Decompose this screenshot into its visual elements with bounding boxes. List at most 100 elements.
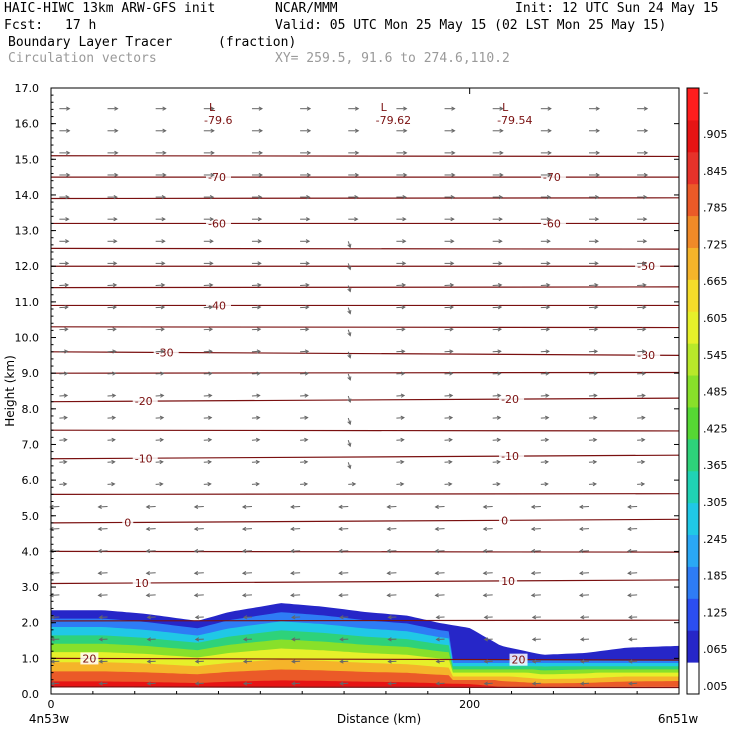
vector-head	[544, 415, 550, 420]
vector-head	[159, 393, 165, 398]
vector-shaft	[579, 528, 590, 530]
vector-head	[241, 593, 247, 598]
colorbar-swatch	[687, 438, 699, 472]
vector-head	[595, 194, 600, 200]
colorbar-swatch	[687, 88, 699, 121]
colorbar-swatch	[687, 662, 699, 695]
vector-head	[193, 571, 199, 576]
vector-head	[64, 283, 70, 288]
vector-shaft	[444, 461, 452, 463]
vector-head	[338, 504, 343, 509]
vector-head	[594, 217, 600, 222]
vector-head	[578, 526, 584, 532]
colorbar-label: .425	[703, 422, 728, 435]
colorbar-label: .845	[703, 165, 728, 178]
vector-head	[114, 150, 119, 155]
vector-shaft	[531, 572, 541, 574]
vector-head	[347, 287, 352, 293]
vector-head	[434, 548, 439, 554]
vector-shaft	[637, 372, 646, 375]
vector-head	[496, 459, 501, 465]
vector-shaft	[396, 350, 405, 353]
vector-shaft	[155, 439, 164, 441]
vector-head	[306, 106, 312, 111]
vector-shaft	[98, 550, 108, 552]
vector-shaft	[107, 306, 117, 309]
vector-head	[386, 504, 391, 509]
vector-shaft	[637, 417, 645, 419]
vector-shaft	[155, 483, 163, 485]
vector-shaft	[588, 372, 597, 375]
vector-head	[63, 459, 68, 465]
vector-shaft	[540, 417, 549, 419]
vector-shaft	[531, 528, 541, 530]
vector-head	[448, 415, 454, 420]
vector-head	[63, 371, 69, 376]
vector-shaft	[637, 483, 645, 485]
vector-head	[338, 526, 343, 532]
vector-shaft	[588, 461, 597, 463]
vector-shaft	[347, 417, 351, 425]
colorbar-swatch	[687, 502, 699, 536]
colorbar-label: .545	[703, 349, 728, 362]
vector-shaft	[155, 350, 164, 353]
vector-shaft	[435, 572, 445, 574]
vector-head	[159, 459, 164, 465]
vector-head	[63, 437, 68, 442]
vector-head	[98, 615, 103, 620]
vector-head	[400, 415, 405, 420]
vector-head	[258, 150, 264, 155]
vector-head	[305, 305, 310, 310]
vector-shaft	[107, 394, 116, 397]
vector-shaft	[339, 550, 349, 552]
vector-head	[290, 526, 295, 532]
vector-shaft	[628, 550, 638, 552]
vector-shaft	[242, 505, 252, 508]
contour-label-bg	[635, 349, 661, 362]
vector-shaft	[107, 483, 115, 485]
vector-head	[386, 548, 391, 554]
vector-head	[499, 106, 504, 111]
vector-head	[545, 305, 551, 310]
vector-head	[387, 615, 392, 620]
vector-shaft	[396, 439, 404, 441]
vector-head	[193, 504, 199, 509]
vector-head	[208, 349, 213, 354]
vector-shaft	[146, 528, 156, 530]
vector-head	[531, 659, 537, 664]
vector-head	[161, 239, 166, 244]
vector-head	[483, 615, 489, 620]
colorbar-swatch	[687, 598, 699, 631]
vector-head	[113, 239, 118, 244]
vector-head	[354, 106, 360, 111]
vector-shaft	[492, 284, 502, 286]
vector-shaft	[492, 394, 501, 397]
vector-head	[242, 615, 248, 620]
vector-shaft	[540, 372, 549, 375]
vector-shaft	[251, 483, 259, 485]
vector-shaft	[107, 461, 115, 463]
vector-shaft	[50, 594, 60, 596]
vector-shaft	[588, 394, 597, 397]
vector-head	[347, 354, 352, 359]
vector-head	[482, 593, 488, 598]
temperature-contour	[50, 657, 680, 661]
vector-head	[257, 305, 262, 310]
vector-head	[594, 239, 600, 244]
vector-shaft	[291, 528, 301, 530]
vector-head	[113, 194, 118, 200]
vector-head	[64, 305, 69, 310]
vector-head	[483, 681, 489, 686]
vector-head	[592, 437, 598, 442]
vector-head	[65, 217, 70, 222]
colorbar-swatch	[687, 215, 699, 248]
vector-head	[545, 327, 551, 332]
vector-shaft	[291, 505, 301, 508]
colorbar-label: .665	[703, 275, 728, 288]
vector-head	[49, 571, 54, 576]
vector-shaft	[540, 461, 549, 463]
vector-head	[498, 217, 503, 222]
vector-shaft	[203, 461, 211, 463]
vector-shaft	[435, 550, 445, 552]
vector-head	[112, 371, 117, 376]
